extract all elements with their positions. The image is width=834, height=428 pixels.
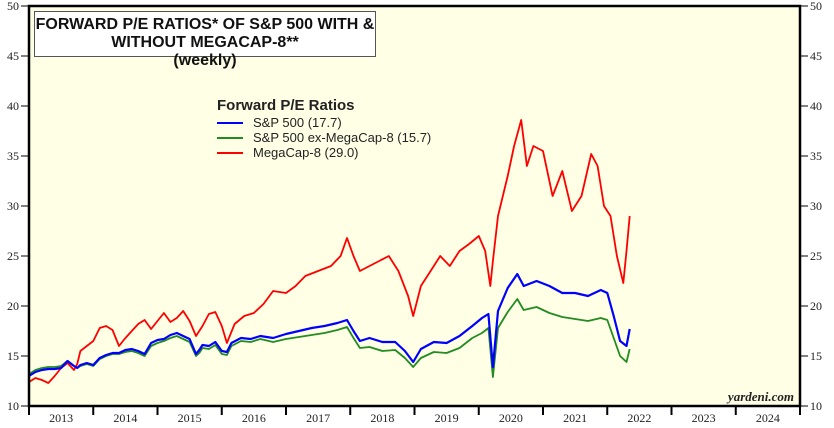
x-tick-label: 2024 bbox=[756, 411, 780, 425]
legend-swatch-sp500 bbox=[217, 121, 243, 124]
legend-item-sp500: S&P 500 (17.7) bbox=[217, 115, 431, 130]
chart-subtitle: (weekly) bbox=[173, 52, 237, 69]
y-tick-label-right: 35 bbox=[810, 149, 822, 163]
y-tick-label-right: 15 bbox=[810, 349, 822, 363]
legend-label-ex-megacap: S&P 500 ex-MegaCap-8 (15.7) bbox=[253, 130, 432, 145]
x-tick-label: 2014 bbox=[113, 411, 137, 425]
y-tick-label-left: 15 bbox=[7, 349, 19, 363]
x-tick-label: 2020 bbox=[499, 411, 523, 425]
y-tick-label-right: 45 bbox=[810, 49, 822, 63]
source-watermark: yardeni.com bbox=[727, 389, 794, 404]
series-line-megacap bbox=[28, 119, 631, 384]
y-tick-label-left: 20 bbox=[7, 299, 19, 313]
y-tick-label-left: 35 bbox=[7, 149, 19, 163]
x-axis: 2013 2014 2015 2016 2017 2018 2019 2020 2021 2022… bbox=[28, 406, 801, 425]
y-tick-label-left: 50 bbox=[7, 0, 19, 13]
chart-title: FORWARD P/E RATIOS* OF S&P 500 WITH & WI… bbox=[35, 16, 375, 51]
x-tick-label: 2013 bbox=[49, 411, 73, 425]
y-tick-label-right: 50 bbox=[810, 0, 822, 13]
legend-label-sp500: S&P 500 (17.7) bbox=[253, 115, 342, 130]
series-layer bbox=[28, 119, 631, 384]
y-tick-label-left: 10 bbox=[7, 399, 19, 413]
x-tick-label: 2019 bbox=[435, 411, 459, 425]
y-axis-right: 10 15 20 25 30 35 40 45 50 bbox=[800, 0, 822, 413]
y-tick-label-left: 45 bbox=[7, 49, 19, 63]
legend-label-megacap: MegaCap-8 (29.0) bbox=[253, 145, 359, 160]
legend-title: Forward P/E Ratios bbox=[217, 97, 355, 114]
legend-swatch-ex-megacap bbox=[217, 136, 243, 139]
y-tick-label-left: 30 bbox=[7, 199, 19, 213]
x-tick-label: 2023 bbox=[692, 411, 716, 425]
y-tick-label-right: 10 bbox=[810, 399, 822, 413]
x-tick-label: 2022 bbox=[627, 411, 651, 425]
x-tick-label: 2017 bbox=[306, 411, 330, 425]
legend-swatch-megacap bbox=[217, 151, 243, 154]
x-tick-label: 2015 bbox=[178, 411, 202, 425]
y-tick-label-right: 25 bbox=[810, 249, 822, 263]
y-axis-left: 10 15 20 25 30 35 40 45 50 bbox=[7, 0, 29, 413]
y-tick-label-right: 20 bbox=[810, 299, 822, 313]
x-tick-label: 2018 bbox=[370, 411, 394, 425]
y-tick-label-right: 40 bbox=[810, 99, 822, 113]
legend: Forward P/E Ratios S&P 500 (17.7) S&P 50… bbox=[217, 97, 431, 160]
y-tick-label-right: 30 bbox=[810, 199, 822, 213]
x-tick-label: 2021 bbox=[563, 411, 587, 425]
legend-item-ex-megacap: S&P 500 ex-MegaCap-8 (15.7) bbox=[217, 130, 431, 145]
x-tick-label: 2016 bbox=[242, 411, 266, 425]
legend-item-megacap: MegaCap-8 (29.0) bbox=[217, 145, 431, 160]
series-line-sp500 bbox=[28, 272, 631, 377]
chart-title-box: FORWARD P/E RATIOS* OF S&P 500 WITH & WI… bbox=[34, 11, 376, 69]
y-tick-label-left: 40 bbox=[7, 99, 19, 113]
y-tick-label-left: 25 bbox=[7, 249, 19, 263]
